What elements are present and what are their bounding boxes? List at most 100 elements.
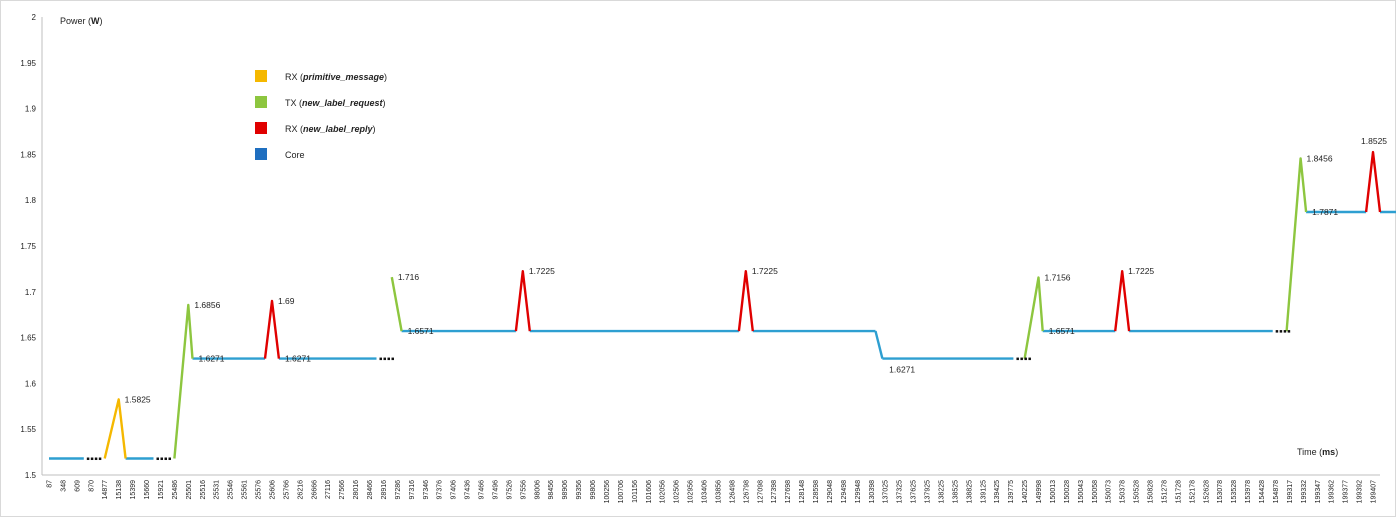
x-tick-label: 99806	[590, 480, 597, 500]
x-tick-label: 25576	[256, 480, 263, 500]
legend-swatch	[255, 122, 267, 134]
series-line-rx-new-label-reply	[1364, 150, 1382, 213]
x-tick-label: 139425	[994, 480, 1001, 503]
x-tick-label: 199362	[1329, 480, 1336, 503]
legend-label: RX (new_label_reply)	[285, 124, 376, 134]
continuation-dot	[90, 457, 94, 461]
x-tick-label: 153978	[1245, 480, 1252, 503]
data-label: 1.6571	[1049, 326, 1075, 336]
x-tick-label: 127398	[771, 480, 778, 503]
x-tick-label: 348	[60, 480, 67, 492]
x-tick-label: 137925	[925, 480, 932, 503]
continuation-dot	[387, 357, 390, 361]
x-tick-label: 25546	[228, 480, 235, 500]
y-tick-label: 1.5	[25, 471, 37, 480]
continuation-dot	[1283, 330, 1287, 333]
x-tick-label: 98906	[562, 480, 569, 500]
x-tick-label: 102506	[674, 480, 681, 503]
continuation-dot	[156, 457, 159, 461]
x-tick-label: 15660	[144, 480, 151, 500]
x-tick-label: 138225	[938, 480, 945, 503]
x-tick-label: 150028	[1064, 480, 1071, 503]
x-tick-label: 128148	[799, 480, 806, 503]
y-tick-label: 1.7	[25, 288, 37, 297]
x-tick-label: 152178	[1189, 480, 1196, 503]
series-line-tx-new-label-request	[173, 303, 194, 459]
series-line-core	[874, 330, 884, 359]
x-tick-label: 128598	[813, 480, 820, 503]
x-tick-label: 98006	[534, 480, 541, 500]
continuation-dot	[164, 457, 167, 461]
x-tick-label: 26666	[311, 480, 318, 500]
x-tick-label: 140225	[1022, 480, 1029, 503]
data-labels: 1.5825 1.6856 1.6271 1.69 1.6271 1.716 1.6571 1…	[125, 136, 1388, 404]
y-tick-label: 1.8	[25, 196, 37, 205]
series-line-rx-new-label-reply	[737, 270, 754, 332]
x-tick-label: 138825	[966, 480, 973, 503]
x-tick-label: 97406	[451, 480, 458, 500]
x-tick-label: 150378	[1120, 480, 1127, 503]
continuation-dot	[379, 357, 382, 361]
x-tick-label: 15399	[130, 480, 137, 500]
x-tick-label: 153078	[1217, 480, 1224, 503]
y-tick-label: 2	[32, 13, 37, 22]
x-tick-label: 28016	[353, 480, 360, 500]
series-line-tx-new-label-request	[390, 276, 403, 332]
x-tick-label: 151278	[1161, 480, 1168, 503]
data-label: 1.6271	[199, 354, 225, 364]
y-tick-label: 1.55	[20, 425, 36, 434]
x-tick-label: 25531	[214, 480, 221, 500]
series-line-rx-new-label-reply	[263, 299, 281, 359]
continuation-dot	[1287, 330, 1291, 333]
y-tick-label: 1.85	[20, 150, 36, 159]
x-tick-label: 199407	[1371, 480, 1378, 503]
data-label: 1.8525	[1361, 136, 1387, 146]
legend-label: Core	[285, 150, 305, 160]
data-label: 1.7225	[1128, 266, 1154, 276]
x-tick-label: 25516	[200, 480, 207, 500]
data-label: 1.6271	[889, 365, 915, 375]
x-tick-label: 126498	[729, 480, 736, 503]
x-tick-label: 149998	[1036, 480, 1043, 503]
x-tick-label: 25606	[269, 480, 276, 500]
x-tick-label: 97556	[520, 480, 527, 500]
x-tick-label: 100706	[618, 480, 625, 503]
x-tick-label: 28466	[367, 480, 374, 500]
x-tick-label: 15921	[158, 480, 165, 500]
x-tick-label: 870	[88, 480, 95, 492]
continuation-dot	[168, 457, 171, 461]
x-tick-label: 130398	[869, 480, 876, 503]
series-line-tx-new-label-request	[1285, 157, 1308, 332]
x-tick-label: 99356	[576, 480, 583, 500]
x-tick-label: 25561	[242, 480, 249, 500]
x-tick-label: 129948	[855, 480, 862, 503]
x-tick-label: 97466	[479, 480, 486, 500]
continuation-dot	[86, 457, 90, 461]
series-line-rx-new-label-reply	[1114, 270, 1131, 332]
x-tick-label: 154428	[1259, 480, 1266, 503]
x-tick-label: 199377	[1343, 480, 1350, 503]
continuation-dot	[1016, 357, 1019, 361]
continuation-dot	[1275, 330, 1279, 333]
data-label: 1.716	[398, 272, 420, 282]
x-tick-label: 101606	[646, 480, 653, 503]
x-tick-label: 199347	[1315, 480, 1322, 503]
continuation-dot	[160, 457, 163, 461]
x-tick-label: 27566	[339, 480, 346, 500]
x-tick-label: 27116	[325, 480, 332, 499]
x-tick-label: 25501	[186, 480, 193, 500]
series-line-rx-new-label-reply	[514, 270, 531, 332]
y-tick-label: 1.9	[25, 105, 37, 114]
x-tick-label: 137025	[883, 480, 890, 503]
x-tick-label: 153528	[1231, 480, 1238, 503]
x-tick-label: 129498	[841, 480, 848, 503]
x-tick-label: 150828	[1148, 480, 1155, 503]
x-tick-label: 139125	[980, 480, 987, 503]
x-tick-label: 97526	[506, 480, 513, 500]
series-layer	[49, 150, 1396, 461]
legend-swatch	[255, 148, 267, 160]
continuation-dot	[391, 357, 394, 361]
x-tick-label: 26216	[297, 480, 304, 500]
